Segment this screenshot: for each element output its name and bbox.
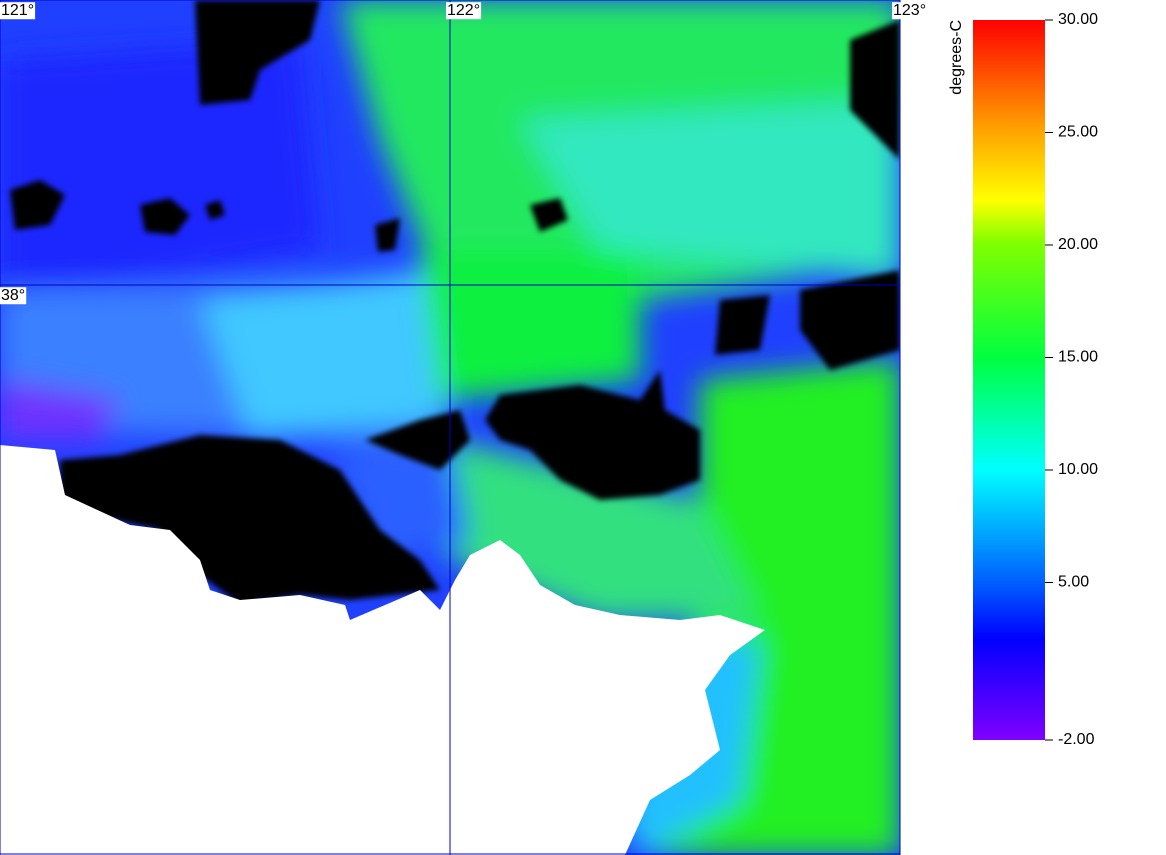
graticule-label-bg bbox=[0, 2, 36, 20]
graticule-label-bg bbox=[892, 2, 928, 20]
colorbar-tick-label: -2.00 bbox=[1058, 731, 1095, 748]
graticule-label: 122° bbox=[447, 2, 480, 19]
colorbar bbox=[973, 20, 1045, 740]
graticule-label: 121° bbox=[1, 2, 34, 19]
colorbar-tick-label: 15.00 bbox=[1058, 349, 1098, 366]
graticule-label-bg bbox=[446, 2, 482, 20]
colorbar-tick-label: 10.00 bbox=[1058, 461, 1098, 478]
graticule-label: 38° bbox=[1, 287, 25, 304]
graticule-label: 123° bbox=[893, 2, 926, 19]
colorbar-tick-label: 20.00 bbox=[1058, 236, 1098, 253]
colorbar-tick-label: 5.00 bbox=[1058, 574, 1089, 591]
colorbar-label: degrees-C bbox=[948, 20, 965, 95]
land bbox=[0, 445, 765, 855]
colorbar-tick-label: 25.00 bbox=[1058, 124, 1098, 141]
colorbar-tick-label: 30.00 bbox=[1058, 11, 1098, 28]
graticule-label-bg bbox=[0, 287, 27, 305]
